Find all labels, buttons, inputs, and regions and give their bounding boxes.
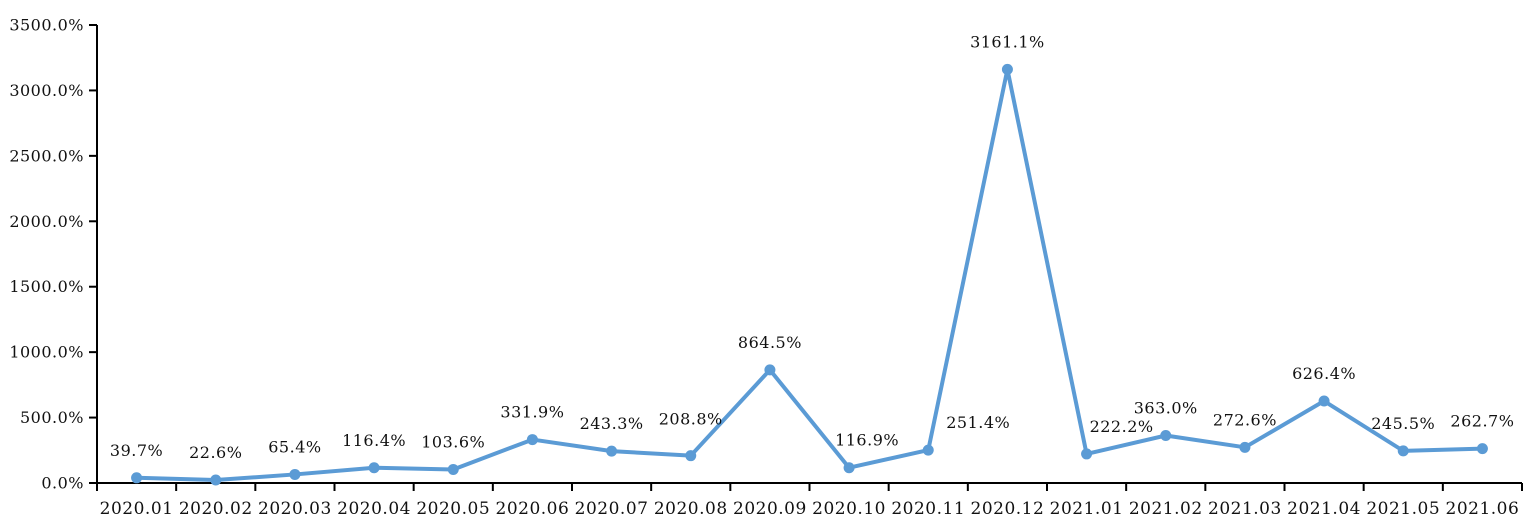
x-axis-category-label: 2021.02 — [1129, 499, 1203, 519]
data-point-marker — [764, 364, 776, 376]
data-point-marker — [131, 472, 143, 484]
data-point-marker — [922, 444, 934, 456]
data-point-marker — [289, 468, 301, 480]
data-point-marker — [1160, 429, 1172, 441]
data-point-marker — [447, 463, 459, 475]
y-axis-tick-label: 3500.0% — [9, 16, 84, 35]
x-axis-category-label: 2020.06 — [496, 499, 570, 519]
x-axis-category-label: 2020.11 — [891, 499, 965, 519]
x-axis-category-label: 2020.03 — [258, 499, 332, 519]
data-point-label: 208.8% — [659, 410, 723, 429]
data-point-label: 626.4% — [1292, 364, 1356, 383]
data-point-marker — [368, 462, 380, 474]
x-axis-category-label: 2021.03 — [1208, 499, 1282, 519]
data-point-label: 262.7% — [1450, 412, 1514, 431]
x-axis-category-label: 2020.12 — [971, 499, 1045, 519]
y-axis-tick-label: 500.0% — [20, 408, 84, 427]
data-point-label: 116.9% — [835, 431, 899, 450]
data-point-label: 363.0% — [1134, 398, 1198, 417]
data-point-marker — [1397, 445, 1409, 457]
x-axis-category-label: 2020.02 — [179, 499, 253, 519]
data-point-marker — [1476, 443, 1488, 455]
data-point-label: 22.6% — [189, 443, 242, 462]
x-axis-category-label: 2020.08 — [654, 499, 728, 519]
x-axis-category-label: 2021.01 — [1050, 499, 1124, 519]
x-axis-category-label: 2020.10 — [812, 499, 886, 519]
y-axis-tick-label: 0.0% — [41, 474, 84, 493]
data-point-marker — [1001, 63, 1013, 75]
data-point-label: 272.6% — [1213, 410, 1277, 429]
data-point-label: 116.4% — [342, 431, 406, 450]
y-axis-tick-label: 3000.0% — [9, 81, 84, 100]
data-point-label: 331.9% — [500, 403, 564, 422]
series-line — [134, 67, 1485, 483]
x-axis-category-label: 2020.09 — [733, 499, 807, 519]
x-axis-category-label: 2020.05 — [416, 499, 490, 519]
data-point-label: 243.3% — [580, 414, 644, 433]
data-point-label: 245.5% — [1371, 414, 1435, 433]
y-axis-tick-label: 2000.0% — [9, 212, 84, 231]
y-axis-tick-label: 2500.0% — [9, 146, 84, 165]
data-point-marker — [685, 450, 697, 462]
data-point-marker — [1318, 395, 1330, 407]
x-axis-category-label: 2021.04 — [1287, 499, 1361, 519]
x-axis-category-label: 2020.01 — [100, 499, 174, 519]
data-point-marker — [1081, 448, 1093, 460]
y-axis-tick-label: 1500.0% — [9, 277, 84, 296]
data-point-marker — [526, 434, 538, 446]
y-axis-tick-label: 1000.0% — [9, 343, 84, 362]
data-point-label: 103.6% — [421, 432, 485, 451]
data-point-label: 222.2% — [1090, 417, 1154, 436]
data-point-label: 39.7% — [110, 441, 163, 460]
data-point-marker — [1239, 441, 1251, 453]
data-point-label: 864.5% — [738, 333, 802, 352]
x-axis-category-label: 2021.05 — [1366, 499, 1440, 519]
x-axis-category-label: 2020.07 — [575, 499, 649, 519]
data-point-label: 251.4% — [946, 413, 1010, 432]
data-point-label: 3161.1% — [970, 32, 1045, 51]
data-point-marker — [606, 445, 618, 457]
data-point-label: 65.4% — [268, 437, 321, 456]
x-axis-category-label: 2020.04 — [337, 499, 411, 519]
x-axis-category-label: 2021.06 — [1446, 499, 1520, 519]
data-point-marker — [843, 462, 855, 474]
data-point-marker — [210, 474, 222, 486]
